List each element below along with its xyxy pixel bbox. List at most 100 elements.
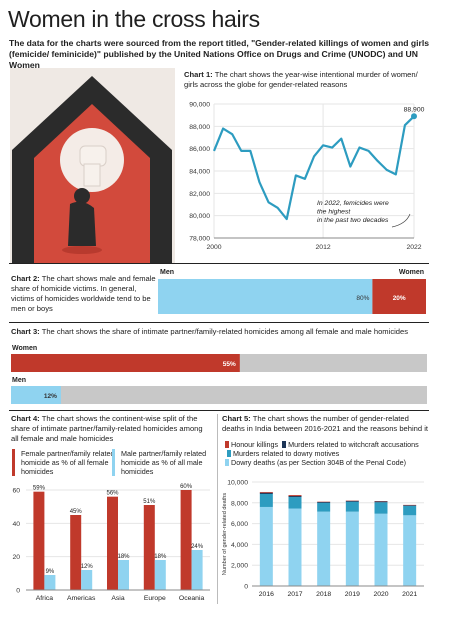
x-tick-label: 2017	[287, 591, 302, 598]
data-label: 18%	[154, 554, 167, 560]
x-tick-label: 2000	[206, 244, 221, 251]
y-tick-label: 88,000	[189, 124, 210, 131]
bar-segment	[374, 502, 388, 514]
chart4-legend-female: Female partner/family related homicide a…	[12, 449, 115, 476]
chart2-caption-text: The chart shows male and female share of…	[11, 274, 156, 313]
chart5-caption-text: The chart shows the number of gender-rel…	[222, 414, 429, 433]
chart4-grouped-bars: 0 20 40 60 59% 9% Africa 45% 12% Americas 56% 18% As…	[12, 484, 210, 602]
bar-women	[372, 279, 426, 314]
data-label: 9%	[46, 569, 55, 575]
bar-segment	[317, 511, 331, 586]
bar-segment	[345, 500, 359, 502]
data-label: 59%	[33, 486, 46, 492]
bar-female	[180, 490, 192, 590]
chart3-caption-text: The chart shows the share of intimate pa…	[41, 327, 409, 336]
bar-segment	[259, 493, 273, 507]
x-tick-label: 2019	[345, 591, 360, 598]
y-tick-label: 60	[12, 488, 20, 495]
divider	[9, 263, 429, 264]
bar-segment	[345, 501, 359, 512]
bar-male	[118, 560, 129, 590]
value-label: 12%	[44, 393, 57, 400]
x-tick-label: Americas	[67, 595, 96, 602]
legend-swatch-dowry-murder	[227, 450, 231, 457]
chart4-legend-male: Male partner/family related homicide as …	[112, 449, 215, 476]
y-tick-label: 20	[12, 554, 20, 561]
y-tick-label: 6,000	[231, 521, 248, 528]
legend-dowry-death: Dowry deaths (as per Section 304B of the…	[231, 458, 406, 467]
y-tick-label: 0	[16, 588, 20, 595]
x-tick-label: 2021	[402, 591, 417, 598]
x-tick-label: 2022	[406, 244, 421, 251]
value-label: 55%	[223, 361, 236, 368]
bar-female	[143, 505, 155, 590]
data-label: 56%	[106, 491, 119, 497]
data-label: 60%	[180, 484, 193, 490]
bar-segment	[288, 496, 302, 498]
annotation-arrow	[391, 213, 411, 228]
data-label: 24%	[191, 544, 204, 550]
data-label: 18%	[117, 554, 130, 560]
bar-segment	[288, 508, 302, 586]
y-tick-label: 82,000	[189, 191, 210, 198]
chart5-caption: Chart 5: The chart shows the number of g…	[222, 414, 430, 434]
bar-segment	[403, 515, 417, 586]
bar-fill	[11, 354, 240, 372]
divider	[9, 410, 429, 411]
category-label: Women	[12, 345, 37, 352]
x-tick-label: 2020	[373, 591, 388, 598]
house-illustration	[10, 68, 175, 263]
x-tick-label: Europe	[144, 595, 166, 602]
chart5-caption-label: Chart 5:	[222, 414, 251, 423]
chart4-caption-label: Chart 4:	[11, 414, 40, 423]
intro-text: The data for the charts were sourced fro…	[9, 38, 429, 70]
chart2-caption: Chart 2: The chart shows male and female…	[11, 274, 161, 314]
bar-segment	[317, 501, 331, 503]
x-tick-label: 2018	[316, 591, 331, 598]
peak-point	[411, 113, 417, 120]
legend-witchcraft: Murders related to witchcraft accusation…	[288, 440, 419, 449]
y-tick-label: 80,000	[189, 213, 210, 220]
chart3-bars: Women 55% Men 12%	[11, 345, 427, 404]
page-title: Women in the cross hairs	[8, 6, 260, 32]
data-label: 12%	[81, 564, 94, 570]
annotation-line: in the past two decades	[317, 217, 389, 224]
chart3-caption-label: Chart 3:	[11, 327, 40, 336]
data-label: 51%	[143, 499, 156, 505]
bar-segment	[403, 505, 417, 506]
divider	[9, 322, 429, 323]
y-tick-label: 8,000	[231, 500, 248, 507]
annotation-line: In 2022, femicides were	[317, 200, 389, 207]
legend-swatch-witchcraft	[282, 441, 287, 448]
value-label: 20%	[393, 295, 406, 302]
value-label: 80%	[356, 295, 369, 302]
series-line	[212, 115, 415, 221]
bar-segment	[403, 505, 417, 516]
bar-female	[70, 515, 82, 590]
y-tick-label: 2,000	[231, 563, 248, 570]
data-label: 45%	[70, 509, 83, 515]
x-tick-label: 2016	[259, 591, 274, 598]
bar-fill	[11, 386, 61, 404]
x-tick-label: Asia	[111, 595, 124, 602]
peak-label: 88,900	[404, 106, 425, 113]
chart5-legend: Honour killings Murders related to witch…	[225, 440, 425, 467]
y-tick-label: 90,000	[189, 102, 210, 109]
category-label: Men	[12, 377, 26, 384]
bar-segment	[374, 501, 388, 503]
bar-men	[158, 279, 373, 314]
y-axis-label: Number of gender-related deaths	[222, 493, 228, 576]
legend-swatch-honour	[225, 441, 229, 448]
legend-dowry-murder: Murders related to dowry motives	[233, 449, 340, 458]
chart3-caption: Chart 3: The chart shows the share of in…	[11, 327, 426, 337]
annotation: In 2022, femicides were the highest in the…	[317, 200, 389, 224]
bar-segment	[259, 491, 273, 493]
legend-swatch-dowry-death	[225, 459, 229, 466]
bar-segment	[374, 513, 388, 586]
category-label: Men	[160, 269, 174, 276]
bar-male	[154, 560, 166, 590]
divider	[217, 414, 218, 604]
y-tick-label: 10,000	[227, 480, 248, 487]
chart4-caption: Chart 4: The chart shows the continent-w…	[11, 414, 211, 444]
legend-honour: Honour killings	[231, 440, 279, 449]
